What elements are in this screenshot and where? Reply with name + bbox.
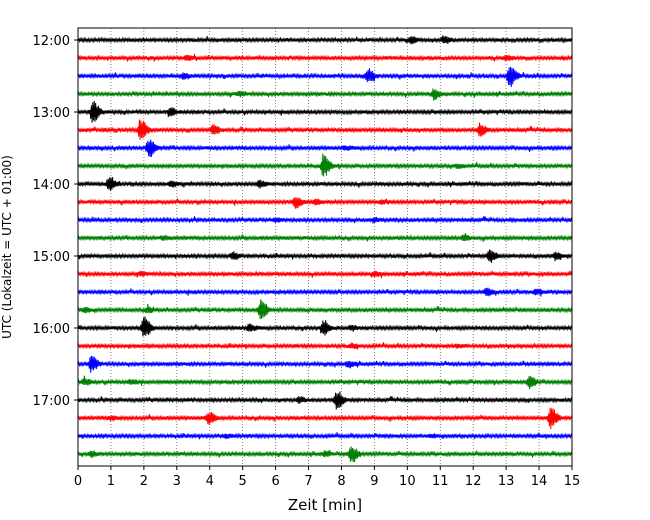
trace-1630 — [77, 355, 573, 373]
x-tick-label: 1 — [107, 474, 115, 489]
trace-1200 — [77, 35, 573, 45]
y-tick-label: 13:00 — [33, 106, 70, 121]
vertical-gridlines — [110, 28, 540, 466]
y-axis-ticks: 12:00 13:00 14:00 15:00 16:00 17:00 — [33, 34, 78, 409]
trace-1345 — [77, 153, 573, 177]
trace-1330 — [77, 139, 573, 157]
x-tick-label: 3 — [173, 474, 181, 489]
y-tick-label: 14:00 — [33, 178, 70, 193]
x-tick-label: 7 — [304, 474, 312, 489]
trace-1545 — [77, 299, 573, 319]
x-axis-label: Zeit [min] — [288, 496, 362, 514]
y-tick-label: 16:00 — [33, 322, 70, 337]
x-tick-label: 6 — [271, 474, 279, 489]
trace-1300 — [77, 101, 573, 123]
x-tick-label: 12 — [465, 474, 482, 489]
x-tick-label: 0 — [74, 474, 82, 489]
x-tick-label: 14 — [531, 474, 548, 489]
trace-1230 — [77, 66, 573, 87]
y-axis-label: UTC (Lokalzeit = UTC + 01:00) — [0, 155, 14, 339]
trace-1415 — [77, 197, 573, 209]
trace-lines — [77, 35, 573, 463]
trace-1615 — [77, 342, 573, 350]
trace-1245 — [77, 88, 573, 101]
x-tick-label: 5 — [239, 474, 247, 489]
y-tick-label: 15:00 — [33, 250, 70, 265]
x-tick-label: 11 — [432, 474, 449, 489]
x-tick-label: 13 — [498, 474, 515, 489]
trace-1600 — [77, 316, 573, 337]
x-tick-label: 8 — [337, 474, 345, 489]
x-tick-label: 15 — [564, 474, 581, 489]
x-tick-label: 9 — [370, 474, 378, 489]
trace-1430 — [77, 216, 573, 224]
x-tick-label: 10 — [399, 474, 416, 489]
x-axis-ticks: 0 1 2 3 4 5 6 7 8 9 10 11 12 13 14 15 — [74, 466, 580, 489]
x-tick-label: 4 — [206, 474, 214, 489]
trace-1530 — [77, 287, 573, 297]
trace-1645 — [77, 375, 573, 389]
trace-1445 — [77, 233, 573, 242]
trace-1315 — [77, 119, 573, 140]
y-tick-label: 12:00 — [33, 34, 70, 49]
x-tick-label: 2 — [140, 474, 148, 489]
trace-1730 — [77, 432, 573, 440]
y-tick-label: 17:00 — [33, 394, 70, 409]
trace-1745 — [77, 446, 573, 463]
trace-1215 — [77, 53, 573, 62]
trace-1400 — [77, 177, 573, 191]
plot-frame — [77, 27, 573, 467]
trace-1500 — [77, 249, 573, 263]
trace-1715 — [77, 407, 573, 430]
trace-1700 — [77, 391, 573, 410]
trace-1515 — [77, 270, 573, 279]
